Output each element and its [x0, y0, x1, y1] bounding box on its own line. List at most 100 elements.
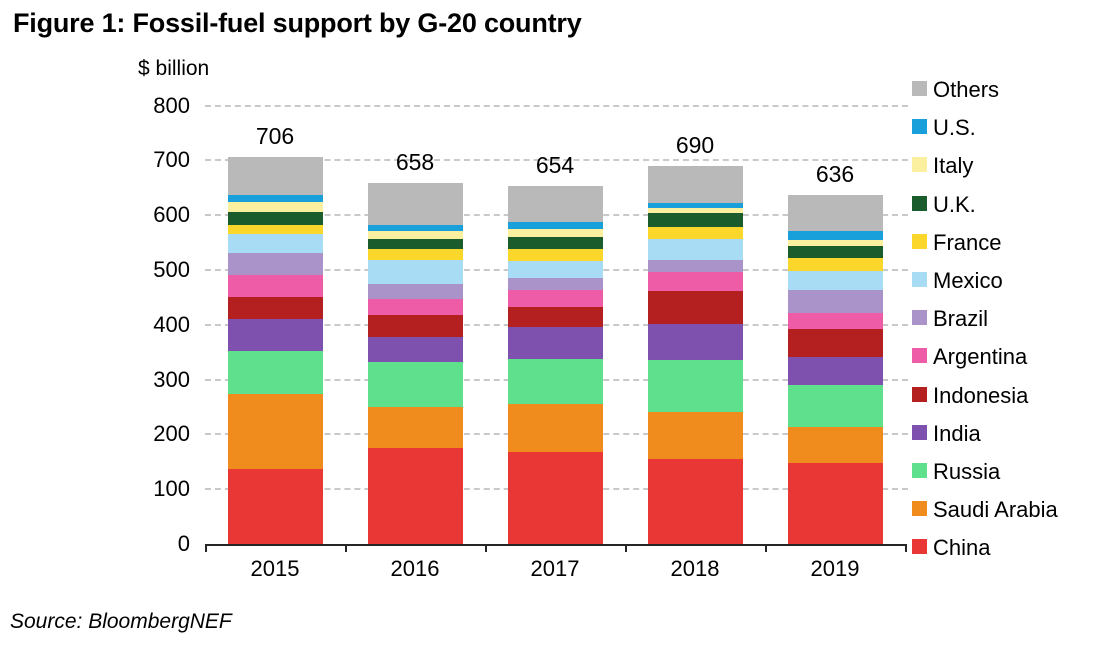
bar-segment-france-2016 — [367, 249, 463, 260]
bar-segment-china-2019 — [787, 463, 883, 544]
bar-segment-india-2019 — [787, 357, 883, 386]
bar-segment-u-s-2017 — [507, 222, 603, 229]
bar-segment-mexico-2019 — [787, 270, 883, 291]
bar-segment-argentina-2018 — [647, 272, 743, 292]
legend-swatch-u-k — [912, 195, 927, 211]
bar-segment-indonesia-2017 — [507, 306, 603, 327]
bar-segment-india-2017 — [507, 326, 603, 360]
bar-segment-india-2016 — [367, 337, 463, 362]
legend-swatch-france — [912, 233, 927, 249]
bar-segment-india-2015 — [227, 318, 323, 351]
bar-segment-france-2015 — [227, 224, 323, 235]
x-axis-tick — [205, 544, 207, 552]
chart-title: Figure 1: Fossil-fuel support by G-20 co… — [13, 8, 582, 38]
bar-segment-argentina-2017 — [507, 289, 603, 307]
x-axis-tick — [625, 544, 627, 552]
bar-total-label-2015: 706 — [255, 123, 295, 150]
x-axis-tick — [765, 544, 767, 552]
bar-segment-italy-2019 — [787, 239, 883, 246]
y-axis-tick-label: 100 — [153, 476, 190, 502]
legend-swatch-others — [912, 81, 927, 96]
bar-segment-russia-2018 — [647, 359, 743, 413]
legend-label-others: Others — [933, 77, 1000, 102]
bar-segment-china-2018 — [647, 459, 743, 544]
bar-segment-u-k-2018 — [647, 213, 743, 228]
bar-segment-china-2017 — [507, 451, 603, 544]
gridline-700 — [205, 159, 908, 162]
bar-total-label-2017: 654 — [535, 151, 575, 178]
x-axis-tick-label-2019: 2019 — [810, 556, 860, 581]
y-axis-tick-label: 200 — [153, 421, 190, 447]
bar-segment-mexico-2018 — [647, 239, 743, 260]
y-axis-tick-label: 500 — [153, 257, 190, 282]
bar-segment-u-s-2015 — [227, 195, 323, 203]
bar-segment-brazil-2018 — [647, 259, 743, 273]
legend-swatch-argentina — [912, 348, 927, 364]
bar-segment-saudi-arabia-2017 — [507, 403, 603, 452]
bar-segment-brazil-2017 — [507, 277, 603, 290]
bar-segment-mexico-2015 — [227, 234, 323, 253]
bar-segment-others-2015 — [227, 157, 323, 196]
x-axis-line — [205, 544, 905, 546]
bar-segment-france-2018 — [647, 227, 743, 240]
legend-swatch-russia — [912, 463, 927, 478]
bar-segment-brazil-2016 — [367, 283, 463, 300]
bar-segment-indonesia-2018 — [647, 291, 743, 324]
bar-segment-italy-2018 — [647, 207, 743, 213]
bar-segment-saudi-arabia-2016 — [367, 407, 463, 448]
bar-segment-italy-2015 — [227, 202, 323, 212]
bar-segment-u-s-2019 — [787, 231, 883, 240]
legend-label-u-k: U.K. — [933, 191, 976, 217]
legend-label-argentina: Argentina — [933, 344, 1028, 370]
bar-segment-mexico-2017 — [507, 261, 603, 278]
bar-segment-china-2016 — [367, 447, 463, 544]
y-axis-tick-label: 0 — [177, 531, 190, 556]
bar-segment-france-2019 — [787, 258, 883, 271]
legend-label-russia: Russia — [933, 459, 1001, 484]
x-axis-tick-label-2015: 2015 — [250, 556, 300, 581]
bar-segment-indonesia-2015 — [227, 297, 323, 319]
legend-label-italy: Italy — [933, 153, 974, 179]
bar-segment-russia-2019 — [787, 385, 883, 428]
y-axis-tick-label: 300 — [153, 366, 190, 392]
bar-segment-u-k-2019 — [787, 245, 883, 259]
bar-segment-others-2018 — [647, 165, 743, 203]
y-axis-tick-label: 600 — [153, 202, 190, 228]
bar-segment-italy-2017 — [507, 228, 603, 238]
bar-segment-others-2016 — [367, 183, 463, 225]
gridline-800 — [205, 104, 908, 107]
x-axis-tick-label-2016: 2016 — [390, 556, 440, 581]
bar-total-label-2019: 636 — [815, 161, 855, 188]
bar-segment-others-2017 — [507, 185, 603, 223]
bar-segment-russia-2015 — [227, 350, 323, 395]
y-axis-tick-label: 700 — [153, 147, 190, 173]
y-axis-unit-label: $ billion — [138, 57, 210, 80]
bar-segment-france-2017 — [507, 248, 603, 262]
y-axis-tick-label: 400 — [153, 311, 190, 337]
legend-label-mexico: Mexico — [933, 268, 1003, 293]
bar-segment-argentina-2016 — [367, 299, 463, 315]
legend-label-brazil: Brazil — [933, 306, 989, 332]
legend-label-u-s: U.S. — [933, 115, 976, 141]
x-axis-tick-label-2018: 2018 — [670, 556, 720, 581]
x-axis-tick-label-2017: 2017 — [530, 556, 580, 581]
legend-label-saudi-arabia: Saudi Arabia — [933, 497, 1058, 523]
bar-segment-brazil-2015 — [227, 253, 323, 275]
legend-swatch-saudi-arabia — [912, 501, 927, 517]
bar-segment-u-k-2016 — [367, 239, 463, 250]
legend-label-india: India — [933, 420, 981, 446]
legend-label-indonesia: Indonesia — [933, 382, 1029, 408]
bar-segment-u-s-2016 — [367, 224, 463, 232]
bar-segment-india-2018 — [647, 323, 743, 360]
bar-total-label-2018: 690 — [675, 131, 715, 158]
bar-segment-saudi-arabia-2019 — [787, 427, 883, 464]
legend-swatch-mexico — [912, 272, 927, 287]
bar-segment-italy-2016 — [367, 231, 463, 240]
bar-total-label-2016: 658 — [395, 149, 435, 176]
bar-segment-china-2015 — [227, 468, 323, 544]
legend-swatch-india — [912, 424, 927, 440]
bar-segment-u-k-2015 — [227, 211, 323, 225]
bar-segment-indonesia-2019 — [787, 329, 883, 358]
y-axis-tick-label: 800 — [153, 92, 190, 118]
legend-swatch-brazil — [912, 310, 927, 326]
